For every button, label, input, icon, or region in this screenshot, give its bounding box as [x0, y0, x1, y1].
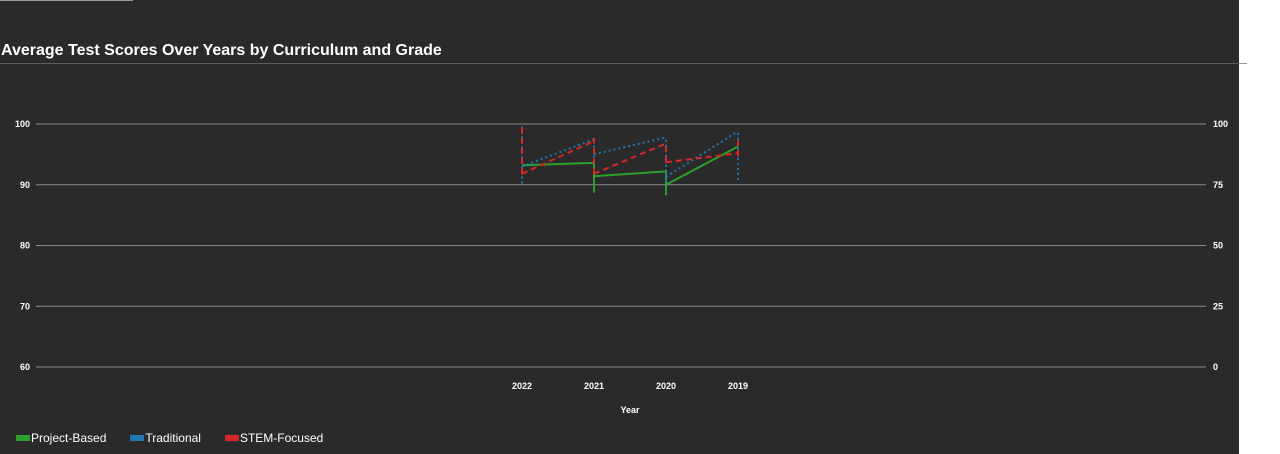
x-tick-label: 2019: [728, 381, 748, 391]
series-line-segment: [593, 142, 667, 175]
legend-label: Project-Based: [31, 431, 107, 445]
y-axis-left: 100 90 80 70 60: [15, 119, 30, 372]
legend-item[interactable]: Project-Based: [16, 431, 106, 445]
series-lines: [521, 124, 739, 196]
x-axis: 2022 2021 2020 2019: [512, 381, 748, 391]
x-tick-label: 2020: [656, 381, 676, 391]
x-tick-label: 2021: [584, 381, 604, 391]
y-tick-label: 100: [15, 119, 30, 129]
y-axis-right: 100 75 50 25 0: [1213, 119, 1228, 372]
legend-swatch: [224, 435, 239, 441]
title-divider: [0, 63, 1239, 64]
series-line-segment: [665, 152, 739, 164]
series-line-segment: [521, 161, 595, 167]
legend-swatch: [16, 435, 30, 441]
legend-item[interactable]: STEM-Focused: [224, 431, 324, 445]
y-tick-label: 70: [20, 301, 30, 311]
top-tab-indicator: [0, 0, 133, 1]
series-line-segment: [665, 130, 739, 178]
legend-swatch: [130, 435, 145, 441]
series-line-segment: [521, 140, 595, 175]
gridlines: [36, 123, 1206, 368]
series-line-segment: [665, 145, 739, 186]
series-line-segment: [593, 170, 667, 178]
y2-tick-label: 75: [1213, 180, 1223, 190]
legend-label: Traditional: [145, 431, 201, 445]
y-tick-label: 90: [20, 180, 30, 190]
chart-title: Average Test Scores Over Years by Curric…: [1, 42, 442, 59]
y2-tick-label: 50: [1213, 241, 1223, 251]
y2-tick-label: 100: [1213, 119, 1228, 129]
legend-label: STEM-Focused: [239, 431, 324, 445]
edge-tick: [1239, 63, 1247, 64]
x-tick-label: 2022: [512, 381, 532, 391]
series-line-segment: [593, 136, 667, 156]
chart-panel: Average Test Scores Over Years by Curric…: [0, 0, 1239, 454]
x-axis-label: Year: [620, 405, 640, 415]
legend: Project-Based Traditional STEM-Focused: [16, 431, 347, 445]
y2-tick-label: 0: [1213, 362, 1218, 372]
y-tick-label: 80: [20, 241, 30, 251]
y-tick-label: 60: [20, 362, 30, 372]
series-project-based: [521, 145, 739, 196]
y2-tick-label: 25: [1213, 301, 1223, 311]
legend-item[interactable]: Traditional: [130, 431, 201, 445]
series-stem-focused: [521, 124, 739, 175]
